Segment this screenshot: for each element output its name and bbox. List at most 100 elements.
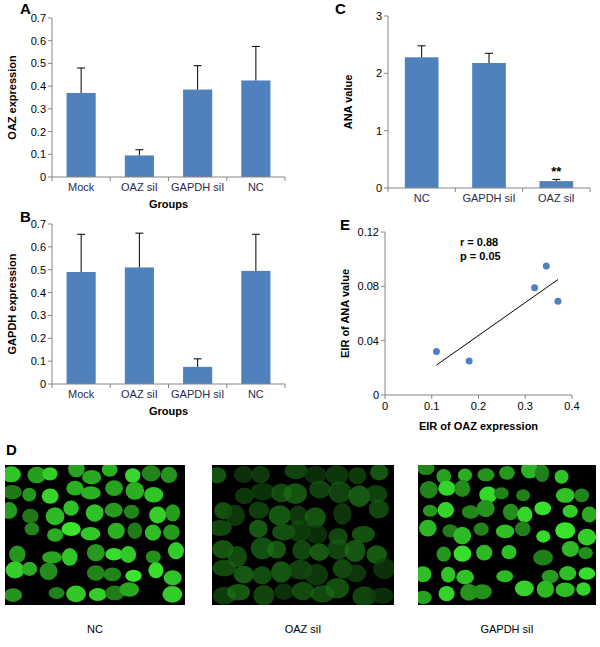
cell <box>42 467 57 480</box>
cell <box>142 465 161 481</box>
cell <box>105 503 123 518</box>
cell <box>127 522 142 539</box>
error-bar <box>194 66 202 90</box>
cell <box>234 466 254 483</box>
y-tick <box>381 395 385 396</box>
y-tick-label: 0 <box>376 182 382 194</box>
y-tick <box>48 131 52 132</box>
cell <box>248 502 269 519</box>
y-tick-label: 0.08 <box>358 280 379 292</box>
cell <box>328 481 351 503</box>
cell <box>25 523 40 536</box>
cell <box>369 500 389 519</box>
image-background <box>212 465 394 605</box>
error-bar <box>252 234 260 271</box>
point <box>433 348 440 355</box>
y-axis <box>52 18 53 177</box>
bar <box>405 57 439 188</box>
cell <box>515 580 534 596</box>
bar <box>183 90 212 177</box>
cell <box>145 525 161 541</box>
cell <box>533 550 553 566</box>
cell <box>418 566 431 582</box>
cell <box>476 545 492 561</box>
cell <box>501 545 516 559</box>
cell <box>148 562 163 578</box>
error-cap <box>252 234 260 235</box>
cell <box>292 540 312 560</box>
x-tick-label: NC <box>248 388 264 400</box>
cell <box>251 483 275 501</box>
x-tick-label: 0.2 <box>471 400 486 412</box>
cell <box>535 465 549 482</box>
x-tick <box>110 384 111 388</box>
cell <box>436 546 450 561</box>
panel-letter: E <box>340 216 350 233</box>
cell <box>496 570 513 582</box>
cell <box>104 567 122 581</box>
error-bar <box>77 234 85 272</box>
bar <box>241 271 270 384</box>
y-tick <box>48 338 52 339</box>
x-tick <box>590 188 591 192</box>
x-axis-label: Groups <box>149 405 188 417</box>
cell <box>5 485 22 500</box>
cell <box>517 507 532 523</box>
image-background <box>418 465 596 605</box>
cell <box>68 465 85 477</box>
panel-letter: A <box>20 0 31 17</box>
x-tick <box>52 384 53 388</box>
y-tick <box>48 86 52 87</box>
cell <box>63 500 79 515</box>
error-stem <box>421 46 422 57</box>
cell <box>420 481 438 498</box>
panel-letter: C <box>335 0 346 17</box>
cell <box>40 563 58 580</box>
y-tick-label: 0.4 <box>31 80 46 92</box>
cell <box>125 570 142 582</box>
cell <box>439 586 455 601</box>
cell <box>370 588 393 604</box>
cell <box>252 566 271 584</box>
y-axis-label: ANA value <box>342 75 354 130</box>
bar <box>67 272 96 384</box>
error-cap <box>194 65 202 66</box>
cell <box>563 505 578 518</box>
y-tick <box>48 361 52 362</box>
x-tick <box>478 395 479 399</box>
x-tick-label: GAPDH siI <box>171 388 224 400</box>
figure: MockOAZ siIGAPDH siINC00.10.20.30.40.50.… <box>0 0 600 647</box>
cell <box>345 540 366 562</box>
cell <box>437 502 454 518</box>
cell <box>472 584 491 599</box>
x-tick <box>226 177 227 181</box>
bar <box>540 181 574 188</box>
panel-letter: D <box>6 441 17 458</box>
y-tick-label: 0.6 <box>31 35 46 47</box>
cell <box>124 505 139 519</box>
cell <box>5 588 22 602</box>
cell <box>441 567 455 583</box>
cell <box>81 486 101 499</box>
cell <box>292 582 314 600</box>
cell <box>536 530 550 542</box>
y-tick-label: 0.3 <box>31 103 46 115</box>
cell <box>212 560 236 577</box>
cell <box>274 583 293 600</box>
cell <box>102 465 118 477</box>
cell <box>454 546 472 562</box>
cell <box>5 466 21 482</box>
cell <box>165 504 180 521</box>
y-tick-label: 0 <box>373 389 379 401</box>
bar <box>125 267 154 384</box>
y-tick <box>48 63 52 64</box>
y-axis <box>385 232 386 395</box>
x-tick-label: GAPDH siI <box>171 181 224 193</box>
error-cap <box>194 358 202 359</box>
image-caption: NC <box>87 623 103 635</box>
cell <box>47 528 63 541</box>
points <box>433 262 562 365</box>
x-tick-label: Mock <box>68 388 95 400</box>
error-stem <box>139 233 140 267</box>
cell <box>578 547 593 559</box>
